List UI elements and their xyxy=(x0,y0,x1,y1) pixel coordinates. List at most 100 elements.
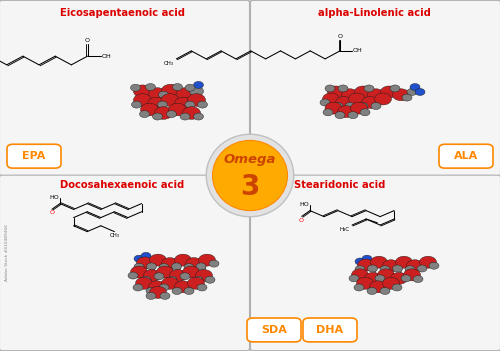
Circle shape xyxy=(348,112,358,119)
Circle shape xyxy=(405,266,415,273)
Circle shape xyxy=(172,84,182,91)
Circle shape xyxy=(325,102,342,114)
Circle shape xyxy=(146,263,156,270)
Circle shape xyxy=(168,103,186,116)
Circle shape xyxy=(320,99,330,106)
Circle shape xyxy=(184,264,194,271)
Circle shape xyxy=(406,260,424,272)
Circle shape xyxy=(335,112,345,119)
Circle shape xyxy=(364,272,382,284)
Circle shape xyxy=(380,266,390,273)
Circle shape xyxy=(172,263,181,270)
Circle shape xyxy=(184,287,194,294)
Circle shape xyxy=(348,93,366,105)
Circle shape xyxy=(417,265,427,272)
Text: 3: 3 xyxy=(240,173,260,201)
Circle shape xyxy=(134,94,152,106)
Text: DHA: DHA xyxy=(316,325,344,335)
Circle shape xyxy=(415,88,425,95)
Circle shape xyxy=(197,284,207,291)
Circle shape xyxy=(140,103,158,116)
Text: H₃C: H₃C xyxy=(340,227,349,232)
Circle shape xyxy=(371,102,381,110)
Circle shape xyxy=(141,276,151,283)
Circle shape xyxy=(185,84,195,91)
Circle shape xyxy=(159,264,169,271)
Circle shape xyxy=(134,255,144,262)
Circle shape xyxy=(349,275,359,282)
Circle shape xyxy=(375,275,385,282)
Circle shape xyxy=(338,106,354,118)
Text: Omega: Omega xyxy=(224,153,276,166)
Text: OH: OH xyxy=(352,48,362,53)
Text: CH₃: CH₃ xyxy=(164,61,174,66)
Circle shape xyxy=(355,258,365,265)
FancyBboxPatch shape xyxy=(303,318,357,342)
Circle shape xyxy=(180,273,190,280)
Circle shape xyxy=(152,113,162,120)
Circle shape xyxy=(402,94,412,101)
Circle shape xyxy=(159,284,169,291)
Circle shape xyxy=(358,102,368,110)
Circle shape xyxy=(370,281,386,293)
Circle shape xyxy=(174,97,192,110)
Circle shape xyxy=(134,263,144,270)
Circle shape xyxy=(132,101,141,108)
FancyBboxPatch shape xyxy=(0,175,250,351)
Circle shape xyxy=(156,266,174,278)
FancyBboxPatch shape xyxy=(439,144,493,168)
Circle shape xyxy=(162,277,178,289)
Circle shape xyxy=(205,276,215,283)
Circle shape xyxy=(388,278,398,285)
Text: ALA: ALA xyxy=(454,151,478,161)
Circle shape xyxy=(325,85,335,92)
Circle shape xyxy=(136,277,152,289)
Circle shape xyxy=(141,252,151,259)
Circle shape xyxy=(158,91,168,98)
Circle shape xyxy=(160,292,170,299)
Circle shape xyxy=(352,269,368,281)
Circle shape xyxy=(186,258,202,270)
Circle shape xyxy=(161,94,179,106)
Circle shape xyxy=(154,107,172,119)
Circle shape xyxy=(364,85,374,92)
Circle shape xyxy=(209,260,219,267)
Circle shape xyxy=(174,254,192,266)
Circle shape xyxy=(356,277,374,289)
Text: OH: OH xyxy=(101,54,111,59)
Circle shape xyxy=(323,109,333,116)
Circle shape xyxy=(188,94,206,106)
Circle shape xyxy=(401,275,411,282)
Circle shape xyxy=(193,276,203,283)
Text: HO: HO xyxy=(50,195,59,200)
Text: Docosahexaenoic acid: Docosahexaenoic acid xyxy=(60,180,184,190)
Text: SDA: SDA xyxy=(261,325,287,335)
Circle shape xyxy=(162,258,178,270)
Circle shape xyxy=(333,102,343,110)
Circle shape xyxy=(146,84,156,91)
Circle shape xyxy=(158,101,168,108)
Circle shape xyxy=(148,88,166,100)
Circle shape xyxy=(368,265,378,272)
Circle shape xyxy=(368,89,384,101)
Circle shape xyxy=(407,88,417,95)
Circle shape xyxy=(380,287,390,294)
Text: O: O xyxy=(85,39,90,44)
Circle shape xyxy=(140,111,149,118)
Circle shape xyxy=(148,97,166,110)
Circle shape xyxy=(172,287,182,294)
Circle shape xyxy=(146,287,156,294)
Circle shape xyxy=(198,101,207,108)
FancyBboxPatch shape xyxy=(0,0,250,176)
FancyBboxPatch shape xyxy=(250,0,500,176)
Circle shape xyxy=(342,89,358,101)
Text: alpha-Linolenic acid: alpha-Linolenic acid xyxy=(318,8,430,18)
Text: Adobe Stock #410489466: Adobe Stock #410489466 xyxy=(6,224,10,281)
Circle shape xyxy=(390,272,407,284)
Circle shape xyxy=(194,113,203,120)
Circle shape xyxy=(134,85,152,98)
Circle shape xyxy=(336,97,352,108)
Circle shape xyxy=(374,93,392,105)
Circle shape xyxy=(390,85,400,92)
Circle shape xyxy=(360,109,370,116)
